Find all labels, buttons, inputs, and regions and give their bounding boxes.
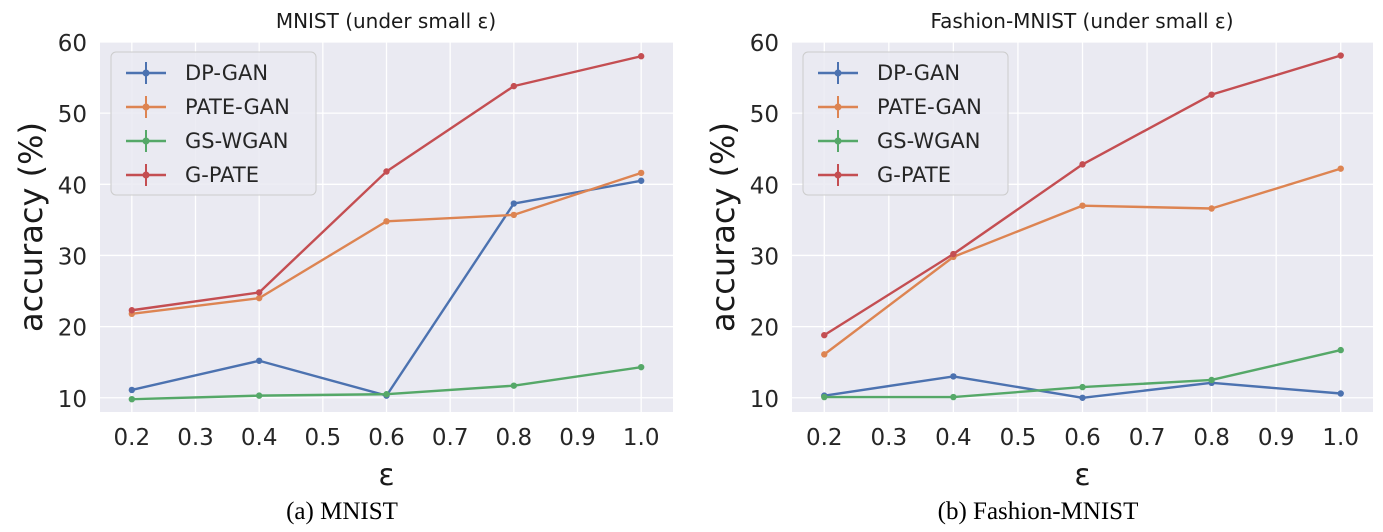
x-tick-label: 0.7	[432, 425, 469, 451]
data-point-gs-wgan	[255, 392, 263, 399]
data-point-dp-gan	[255, 357, 263, 364]
chart-fashion-mnist: Fashion-MNIST (under small ε) 0.2 0.3 0.4 0.…	[704, 9, 1373, 493]
y-tick-label: 30	[750, 244, 779, 270]
legend-swatch-marker	[142, 137, 150, 145]
legend-label: G-PATE	[877, 163, 951, 187]
legend-swatch-marker	[834, 137, 842, 145]
y-tick-label: 40	[58, 173, 87, 199]
data-point-dp-gan	[637, 177, 645, 184]
y-tick-label: 40	[750, 173, 779, 199]
x-tick-label: 0.4	[935, 425, 972, 451]
data-point-g-pate	[1208, 91, 1215, 98]
data-point-gs-wgan	[510, 382, 518, 389]
y-tick-label: 60	[750, 31, 779, 57]
caption-fashion-mnist: (b) Fashion-MNIST	[938, 498, 1139, 525]
legend-label: DP-GAN	[877, 61, 960, 85]
y-axis-label: accuracy (%)	[704, 122, 742, 332]
data-point-pate-gan	[637, 169, 645, 177]
legend-label: GS-WGAN	[877, 129, 980, 153]
legend-swatch-marker	[142, 69, 150, 77]
y-tick-label: 20	[58, 316, 87, 342]
x-tick-label: 0.8	[1193, 425, 1230, 451]
data-point-g-pate	[950, 250, 957, 258]
data-point-gs-wgan	[950, 393, 957, 401]
x-axis-label: ε	[1074, 458, 1090, 493]
legend-swatch-marker	[834, 171, 842, 179]
data-point-gs-wgan	[821, 393, 828, 401]
y-tick-label: 60	[58, 31, 87, 57]
x-tick-label: 0.7	[1129, 425, 1166, 451]
data-point-dp-gan	[950, 373, 957, 380]
legend-swatch-marker	[142, 171, 150, 179]
x-tick-label: 0.6	[1064, 425, 1101, 451]
legend-box	[110, 51, 317, 196]
data-point-pate-gan	[821, 351, 828, 358]
x-tick-label: 0.6	[368, 425, 405, 451]
data-point-g-pate	[821, 331, 828, 339]
legend-label: G-PATE	[185, 163, 259, 187]
x-tick-label: 1.0	[623, 425, 660, 451]
x-tick-label: 0.4	[241, 425, 278, 451]
data-point-g-pate	[128, 307, 136, 314]
data-point-gs-wgan	[1337, 346, 1344, 354]
data-point-g-pate	[1079, 161, 1086, 168]
y-tick-label: 10	[58, 387, 87, 413]
data-point-gs-wgan	[1208, 376, 1215, 384]
data-point-dp-gan	[1079, 394, 1086, 401]
x-tick-label: 0.2	[114, 425, 151, 451]
x-tick-label: 0.3	[871, 425, 908, 451]
legend-swatch-marker	[834, 69, 842, 77]
x-tick-label: 0.8	[496, 425, 533, 451]
data-point-g-pate	[510, 82, 518, 90]
x-tick-label: 0.5	[305, 425, 342, 451]
y-tick-label: 20	[750, 316, 779, 342]
legend-box	[802, 51, 1009, 196]
x-tick-label: 0.9	[559, 425, 596, 451]
chart-title: MNIST (under small ε)	[276, 9, 496, 33]
data-point-pate-gan	[255, 294, 263, 302]
chart-title: Fashion-MNIST (under small ε)	[930, 9, 1233, 33]
y-tick-label: 30	[58, 244, 87, 270]
chart-mnist: MNIST (under small ε) 0.2 0.3 0.4 0.5 0.6 0.7 0…	[12, 9, 673, 493]
data-point-dp-gan	[510, 200, 518, 207]
x-tick-label: 0.3	[177, 425, 214, 451]
legend-label: PATE-GAN	[877, 95, 982, 119]
data-point-gs-wgan	[383, 391, 390, 398]
caption-mnist: (a) MNIST	[286, 498, 398, 525]
y-tick-label: 50	[750, 102, 779, 128]
x-tick-label: 0.5	[1000, 425, 1037, 451]
data-point-g-pate	[255, 289, 263, 296]
data-point-gs-wgan	[637, 363, 645, 371]
x-tick-label: 0.9	[1258, 425, 1295, 451]
data-point-pate-gan	[1208, 205, 1215, 212]
x-tick-label: 1.0	[1322, 425, 1359, 451]
x-axis-label: ε	[378, 458, 394, 493]
data-point-gs-wgan	[1079, 383, 1086, 391]
data-point-pate-gan	[510, 211, 518, 219]
data-point-pate-gan	[1337, 165, 1344, 172]
data-point-pate-gan	[1079, 202, 1086, 209]
data-point-dp-gan	[128, 386, 136, 394]
data-point-pate-gan	[383, 218, 390, 225]
x-tick-label: 0.2	[806, 425, 843, 451]
data-point-gs-wgan	[128, 395, 136, 403]
data-point-dp-gan	[1337, 390, 1344, 397]
data-point-g-pate	[383, 168, 390, 175]
legend-swatch-marker	[142, 103, 150, 111]
legend-label: PATE-GAN	[185, 95, 290, 119]
data-point-g-pate	[637, 53, 645, 60]
data-point-g-pate	[1337, 52, 1344, 59]
y-axis-label: accuracy (%)	[12, 122, 50, 332]
legend-label: GS-WGAN	[185, 129, 288, 153]
legend-label: DP-GAN	[185, 61, 268, 85]
legend-swatch-marker	[834, 103, 842, 111]
y-tick-label: 50	[58, 102, 87, 128]
y-tick-label: 10	[750, 387, 779, 413]
